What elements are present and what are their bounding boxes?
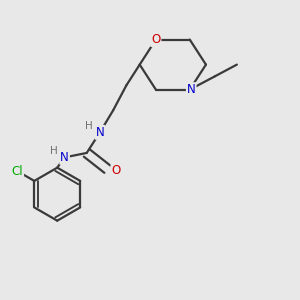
Text: Cl: Cl: [11, 165, 23, 178]
Text: O: O: [112, 164, 121, 177]
Text: N: N: [96, 126, 104, 139]
Text: H: H: [85, 121, 93, 131]
Text: N: N: [187, 83, 196, 96]
Text: H: H: [50, 146, 57, 157]
Text: O: O: [151, 33, 160, 46]
Text: N: N: [60, 151, 69, 164]
